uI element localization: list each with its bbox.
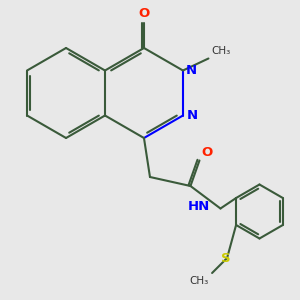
Text: CH₃: CH₃ (212, 46, 231, 56)
Text: N: N (187, 109, 198, 122)
Text: N: N (185, 64, 197, 77)
Text: S: S (221, 251, 230, 265)
Text: CH₃: CH₃ (190, 276, 209, 286)
Text: O: O (202, 146, 213, 159)
Text: O: O (138, 7, 150, 20)
Text: HN: HN (188, 200, 210, 214)
